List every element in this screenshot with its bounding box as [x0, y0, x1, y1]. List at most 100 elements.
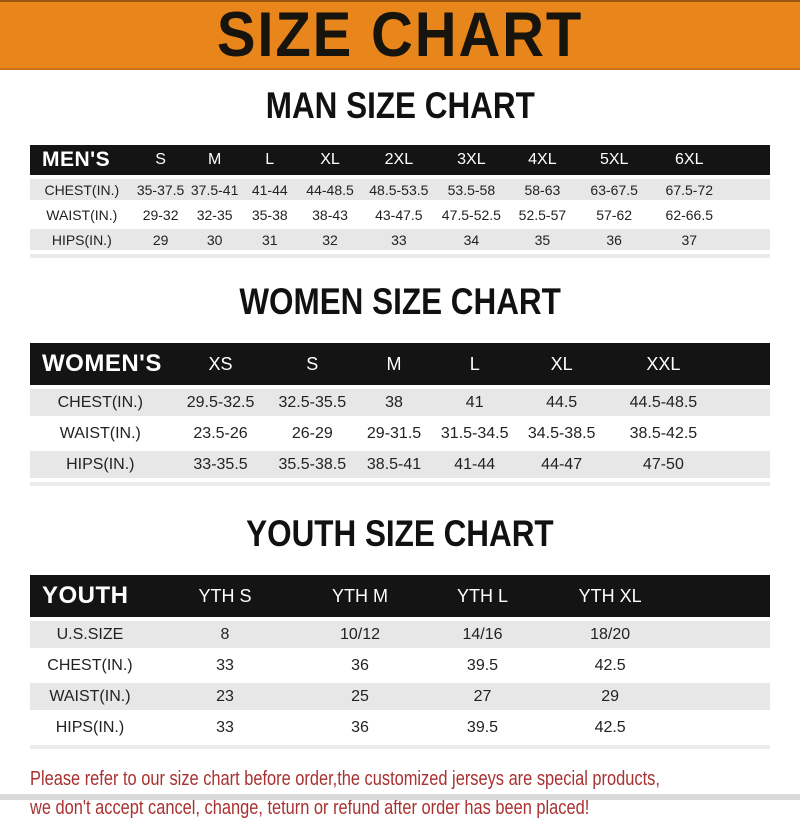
cell: 43-47.5 — [375, 206, 423, 223]
row-label: U.S.SIZE — [56, 625, 124, 643]
column-header-6xl: 6XL — [675, 151, 704, 168]
cell: 38 — [385, 393, 403, 411]
man-section-title-text: MAN SIZE CHART — [265, 85, 535, 126]
cell: 36 — [606, 231, 622, 248]
cell: 36 — [351, 656, 369, 674]
women-size-section: WOMEN SIZE CHART WOMEN'S XS S M L XL XXL CHEST(… — [0, 280, 800, 490]
cell: 41-44 — [251, 181, 288, 198]
row-spacer — [728, 229, 770, 250]
cell: 29.5-32.5 — [186, 393, 255, 411]
cell: 34 — [463, 231, 480, 248]
cell: 57-62 — [596, 206, 633, 223]
table-corner-label: YOUTH — [42, 582, 129, 609]
column-header-xl: XL — [320, 151, 340, 168]
cell: 33 — [216, 656, 234, 674]
table-header-row: WOMEN'S XS S M L XL XXL — [30, 343, 770, 385]
column-header-xs: XS — [208, 353, 233, 374]
youth-size-section: YOUTH SIZE CHART YOUTH YTH S YTH M YTH L YTH… — [0, 512, 800, 753]
table-row: WAIST(IN.) 23 25 27 29 — [30, 683, 770, 710]
cell: 38-43 — [312, 206, 348, 223]
cell: 35 — [534, 231, 551, 248]
cell: 33-35.5 — [193, 455, 248, 473]
cell: 25 — [351, 687, 369, 705]
cell: 29-31.5 — [366, 424, 422, 442]
women-section-title: WOMEN SIZE CHART — [0, 280, 800, 329]
row-spacer — [728, 204, 770, 225]
cell: 53.5-58 — [447, 181, 496, 198]
table-bottom-strip-cell — [30, 745, 770, 749]
column-header-3xl: 3XL — [457, 151, 486, 168]
table-row: HIPS(IN.) 33 36 39.5 42.5 — [30, 714, 770, 741]
header-spacer — [675, 575, 770, 617]
cell: 33 — [391, 231, 407, 248]
table-bottom-strip — [30, 482, 770, 486]
cell: 35.5-38.5 — [278, 455, 347, 473]
cell: 14/16 — [462, 625, 503, 643]
cell: 67.5-72 — [665, 181, 714, 198]
cell: 10/12 — [340, 625, 381, 643]
cell: 63-67.5 — [590, 181, 638, 198]
banner: SIZE CHART — [0, 0, 800, 70]
cell: 41-44 — [454, 455, 496, 473]
column-header-xl: XL — [550, 353, 573, 374]
column-header-yth-l: YTH L — [456, 585, 508, 606]
table-header-row: MEN'S S M L XL 2XL 3XL 4XL 5XL 6XL — [30, 145, 770, 175]
row-label: HIPS(IN.) — [51, 231, 112, 248]
cell: 44.5 — [546, 393, 578, 411]
cell: 39.5 — [466, 718, 499, 736]
youth-size-table: YOUTH YTH S YTH M YTH L YTH XL U.S.SIZE 8 10/12… — [30, 571, 770, 753]
cell: 38.5-42.5 — [629, 424, 698, 442]
cell: 33 — [216, 718, 234, 736]
cell: 37 — [681, 231, 698, 248]
cell: 35-37.5 — [136, 181, 185, 198]
page-title: SIZE CHART — [216, 0, 584, 70]
row-label: WAIST(IN.) — [59, 424, 141, 442]
header-spacer — [728, 145, 770, 175]
column-header-4xl: 4XL — [528, 151, 557, 168]
women-size-table: WOMEN'S XS S M L XL XXL CHEST(IN.) 29.5-32.5 32.5… — [30, 339, 770, 490]
cell: 26-29 — [291, 424, 333, 442]
row-spacer — [675, 714, 770, 741]
column-header-l: L — [265, 151, 275, 168]
cell: 62-66.5 — [665, 206, 714, 223]
cell: 52.5-57 — [518, 206, 567, 223]
cell: 23.5-26 — [193, 424, 248, 442]
row-spacer — [728, 179, 770, 200]
cell: 29 — [601, 687, 620, 705]
row-label: CHEST(IN.) — [44, 181, 120, 198]
cell: 44.5-48.5 — [629, 393, 698, 411]
cell: 47.5-52.5 — [441, 206, 501, 223]
cell: 31.5-34.5 — [440, 424, 509, 442]
table-row: WAIST(IN.) 23.5-26 26-29 29-31.5 31.5-34.5 34… — [30, 420, 770, 447]
cell: 36 — [351, 718, 369, 736]
column-header-yth-m: YTH M — [332, 585, 389, 606]
table-corner-label: WOMEN'S — [42, 350, 162, 377]
table-row: U.S.SIZE 8 10/12 14/16 18/20 — [30, 621, 770, 648]
table-bottom-strip — [30, 745, 770, 749]
column-header-yth-xl: YTH XL — [578, 585, 642, 606]
women-section-title-text: WOMEN SIZE CHART — [239, 281, 561, 322]
row-label: HIPS(IN.) — [66, 455, 135, 473]
row-spacer — [719, 420, 770, 447]
cell: 41 — [465, 393, 484, 411]
row-spacer — [675, 621, 770, 648]
cell: 31 — [261, 231, 278, 248]
row-spacer — [675, 652, 770, 679]
table-row: CHEST(IN.) 35-37.5 37.5-41 41-44 44-48.5 48.5… — [30, 179, 770, 200]
column-header-s: S — [155, 151, 166, 168]
table-header-row: YOUTH YTH S YTH M YTH L YTH XL — [30, 575, 770, 617]
cell: 48.5-53.5 — [369, 181, 429, 198]
cell: 42.5 — [594, 718, 626, 736]
men-size-table: MEN'S S M L XL 2XL 3XL 4XL 5XL 6XL CHEST(IN.) 35-37… — [30, 141, 770, 262]
man-section-title: MAN SIZE CHART — [0, 84, 800, 133]
cell: 30 — [206, 231, 223, 248]
row-label: WAIST(IN.) — [46, 206, 118, 223]
youth-section-title-text: YOUTH SIZE CHART — [246, 513, 554, 554]
cell: 44-48.5 — [306, 181, 354, 198]
table-row: CHEST(IN.) 33 36 39.5 42.5 — [30, 652, 770, 679]
cell: 34.5-38.5 — [527, 424, 596, 442]
cell: 47-50 — [642, 455, 684, 473]
cell: 8 — [220, 625, 230, 643]
cell: 58-63 — [524, 181, 561, 198]
table-corner-label: MEN'S — [42, 148, 111, 171]
